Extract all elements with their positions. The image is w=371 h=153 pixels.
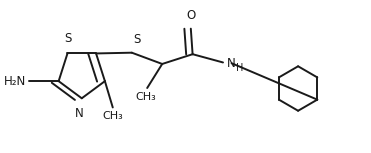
Text: H: H <box>236 63 243 73</box>
Text: CH₃: CH₃ <box>102 111 123 121</box>
Text: S: S <box>133 33 141 46</box>
Text: O: O <box>186 9 196 22</box>
Text: CH₃: CH₃ <box>135 92 156 102</box>
Text: H₂N: H₂N <box>4 75 26 88</box>
Text: N: N <box>75 107 83 120</box>
Text: N: N <box>227 58 236 71</box>
Text: S: S <box>64 32 71 45</box>
